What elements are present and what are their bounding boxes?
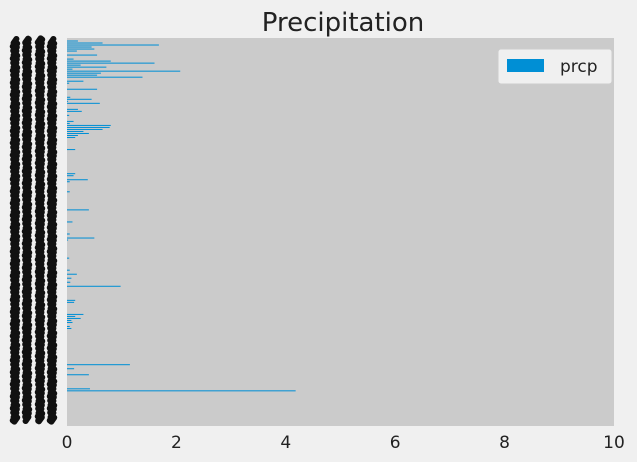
bar xyxy=(67,374,89,376)
bar xyxy=(67,239,69,241)
bar xyxy=(67,54,98,56)
bar xyxy=(67,66,107,68)
bar xyxy=(67,321,73,323)
bar xyxy=(67,368,75,370)
bar xyxy=(67,233,70,235)
bar xyxy=(67,100,69,102)
bar xyxy=(67,82,70,84)
bar xyxy=(67,179,88,181)
bar xyxy=(67,102,100,104)
x-tick-label: 8 xyxy=(499,433,510,453)
bar xyxy=(67,50,77,52)
bar xyxy=(67,136,76,139)
bar xyxy=(67,44,159,46)
legend-box xyxy=(497,48,613,85)
bar xyxy=(67,124,111,126)
bar xyxy=(67,237,95,239)
bar xyxy=(67,70,181,72)
bar xyxy=(67,325,70,327)
y-tick-label xyxy=(35,413,45,425)
bar xyxy=(67,132,89,134)
bar xyxy=(67,301,75,303)
bars-group xyxy=(67,40,296,392)
bar xyxy=(67,388,90,390)
bar xyxy=(67,319,72,321)
bar xyxy=(67,257,70,259)
x-tick-label: 10 xyxy=(603,433,625,453)
plot-area xyxy=(67,38,614,426)
bar xyxy=(67,269,70,271)
bar xyxy=(67,58,74,60)
bar xyxy=(67,60,111,62)
bar xyxy=(67,173,76,175)
bar xyxy=(67,108,78,110)
bar xyxy=(67,64,81,66)
bar xyxy=(67,390,296,392)
bar xyxy=(67,273,77,275)
y-tick-label xyxy=(9,413,21,425)
bar xyxy=(67,42,103,44)
bar xyxy=(67,98,92,100)
bar xyxy=(67,68,73,70)
chart-title: Precipitation xyxy=(262,8,425,38)
x-tick-label: 4 xyxy=(280,433,291,453)
bar xyxy=(67,46,92,48)
bar xyxy=(67,191,70,193)
x-tick-label: 6 xyxy=(390,433,401,453)
bar xyxy=(67,120,74,122)
bar xyxy=(67,181,70,183)
bar xyxy=(67,74,98,76)
bar xyxy=(67,88,98,90)
bar xyxy=(67,80,84,82)
bar xyxy=(67,40,78,42)
y-tick-labels-group xyxy=(9,35,58,425)
bar xyxy=(67,72,101,74)
bar xyxy=(67,128,103,130)
bar xyxy=(67,327,72,330)
bar xyxy=(67,364,130,366)
bar xyxy=(67,114,70,116)
y-tick-label xyxy=(46,413,58,425)
bar xyxy=(67,299,76,301)
x-tick-label: 0 xyxy=(62,433,73,453)
bar xyxy=(67,96,71,98)
bar xyxy=(67,134,78,136)
bar xyxy=(67,130,84,132)
x-tick-labels-group: 0 2 4 6 8 10 xyxy=(62,433,625,453)
bar xyxy=(67,110,82,112)
bar xyxy=(67,175,74,177)
bar xyxy=(67,285,121,287)
legend-label-prcp: prcp xyxy=(560,57,598,77)
bar xyxy=(67,313,84,315)
bar xyxy=(67,281,71,283)
bar xyxy=(67,48,95,50)
x-tick-label: 2 xyxy=(171,433,182,453)
bar xyxy=(67,209,89,211)
legend-swatch xyxy=(507,59,544,72)
legend: prcp xyxy=(497,48,613,85)
bar xyxy=(67,315,76,317)
bar xyxy=(67,62,155,64)
bar xyxy=(67,76,143,78)
bar xyxy=(67,317,81,319)
bar xyxy=(67,277,72,279)
bar xyxy=(67,221,73,223)
bar xyxy=(67,126,110,128)
y-tick-label xyxy=(22,413,32,425)
bar xyxy=(67,149,76,151)
bar xyxy=(67,122,70,124)
